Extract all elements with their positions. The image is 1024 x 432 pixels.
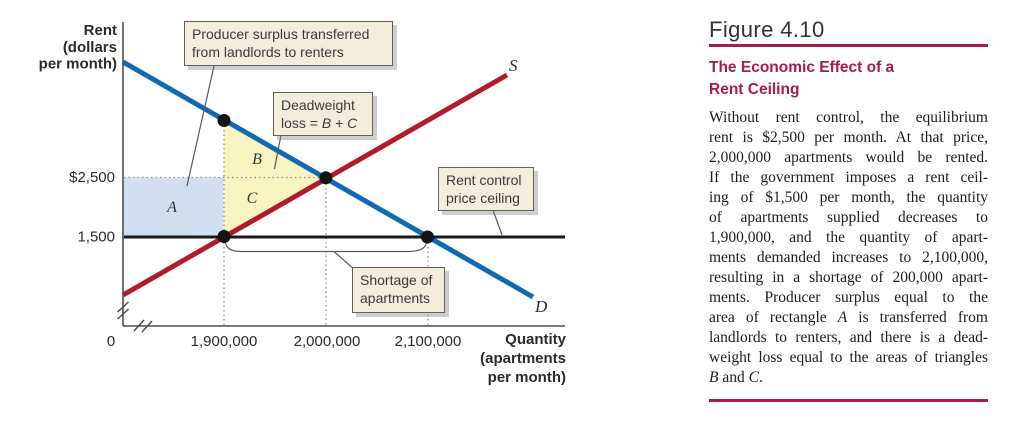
point-supply-at-ceiling: [217, 230, 231, 243]
supply-curve: [121, 72, 509, 298]
y-tick-2500: $2,500: [69, 169, 115, 186]
x-axis-break-icon: [133, 319, 153, 333]
region-label-B: B: [252, 151, 262, 168]
y-tick-1500: 1,500: [77, 229, 115, 246]
region-label-C: C: [247, 190, 258, 207]
y-axis-title-line1: Rent: [84, 22, 117, 39]
x-tick-1900000: 1,900,000: [191, 333, 258, 350]
rent-control-leader-line: [492, 209, 503, 236]
x-tick-0: 0: [107, 333, 115, 350]
callout-shortage: Shortage of apartments: [352, 267, 445, 313]
producer-surplus-leader-line: [186, 65, 215, 187]
point-demand-1900000: [217, 114, 231, 127]
y-axis-break-icon: [116, 301, 130, 320]
rent-ceiling-chart: Rent (dollars per month) Quantity (apart…: [39, 21, 567, 386]
area-A-producer-surplus: [123, 177, 224, 237]
y-axis-title-line3: per month): [39, 56, 117, 73]
demand-curve-label: D: [534, 297, 548, 316]
x-tick-2000000: 2,000,000: [294, 333, 361, 350]
x-axis-title-line2: (apartments: [480, 350, 566, 367]
top-rule: [709, 44, 988, 47]
point-demand-at-ceiling: [421, 230, 434, 244]
region-label-A: A: [166, 199, 177, 216]
point-equilibrium: [319, 171, 333, 185]
callout-producer-surplus: Producer surplus transferred from landlor…: [184, 21, 393, 66]
supply-curve-label: S: [509, 56, 518, 75]
y-axis-title-line2: (dollars: [63, 39, 117, 56]
callout-rent-control: Rent control price ceiling: [438, 167, 534, 211]
callout-deadweight-loss: Deadweight loss = B + C: [273, 92, 373, 136]
deadweight-leader-line: [273, 134, 282, 170]
x-axis-title-line3: per month): [488, 369, 566, 386]
shortage-bracket: [224, 240, 428, 253]
area-BC-deadweight-loss: [224, 122, 326, 236]
x-tick-2100000: 2,100,000: [395, 333, 462, 350]
chart-svg: Rent (dollars per month) Quantity (apart…: [39, 22, 567, 386]
figure-number: Figure 4.10: [709, 17, 825, 42]
x-axis-title-line1: Quantity: [505, 331, 566, 348]
figure-caption-panel: Figure 4.10 The Economic Effect of a Rent…: [709, 0, 988, 432]
bottom-rule: [709, 399, 988, 402]
figure-title: The Economic Effect of a Rent Ceiling: [709, 59, 895, 98]
figure-body-text: Without rent control, the equilibrium ren…: [709, 109, 988, 386]
